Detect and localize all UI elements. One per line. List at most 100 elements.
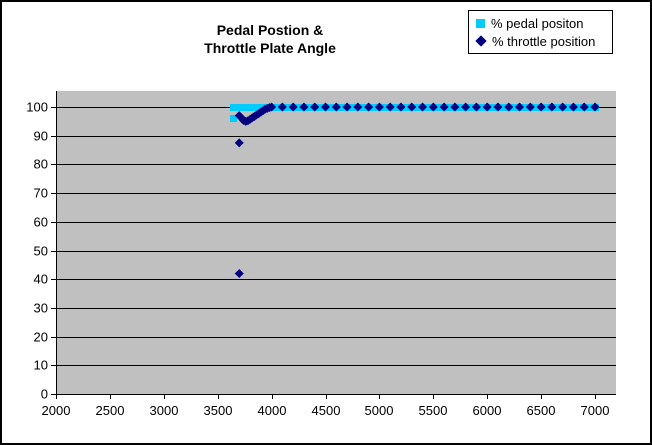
data-point-series-1 bbox=[579, 102, 589, 112]
data-point-series-0 bbox=[468, 104, 475, 111]
data-point-series-0 bbox=[554, 104, 561, 111]
data-point-series-0 bbox=[252, 104, 259, 111]
data-point-series-1 bbox=[407, 102, 417, 112]
data-point-series-1 bbox=[504, 102, 514, 112]
data-point-series-1 bbox=[525, 102, 535, 112]
data-point-series-1 bbox=[364, 102, 374, 112]
data-point-series-1 bbox=[353, 102, 363, 112]
data-point-series-0 bbox=[575, 104, 582, 111]
data-point-series-1 bbox=[461, 102, 471, 112]
data-point-series-1 bbox=[299, 102, 309, 112]
data-point-series-0 bbox=[257, 104, 264, 111]
data-point-series-0 bbox=[543, 104, 550, 111]
data-point-series-1 bbox=[374, 102, 384, 112]
legend-item-pedal[interactable]: % pedal positon bbox=[476, 14, 608, 32]
data-point-series-0 bbox=[306, 104, 313, 111]
data-point-series-1 bbox=[385, 102, 395, 112]
x-tick-label: 2000 bbox=[42, 403, 71, 418]
y-tick-label: 90 bbox=[34, 129, 48, 144]
data-point-series-1 bbox=[471, 102, 481, 112]
y-tick-label: 60 bbox=[34, 215, 48, 230]
plot-area[interactable] bbox=[56, 91, 616, 394]
chart-title: Pedal Postion & Throttle Plate Angle bbox=[54, 21, 486, 57]
data-point-series-0 bbox=[371, 104, 378, 111]
data-point-series-0 bbox=[230, 104, 237, 111]
x-tick-label: 3500 bbox=[204, 403, 233, 418]
x-tick-label: 5500 bbox=[419, 403, 448, 418]
data-point-series-1 bbox=[568, 102, 578, 112]
data-point-series-1 bbox=[234, 138, 244, 148]
y-tick-label: 70 bbox=[34, 186, 48, 201]
y-tick-label: 50 bbox=[34, 244, 48, 259]
y-tick-label: 0 bbox=[41, 387, 48, 402]
legend-item-throttle[interactable]: % throttle position bbox=[475, 32, 608, 50]
data-point-series-0 bbox=[327, 104, 334, 111]
data-point-series-1 bbox=[277, 102, 287, 112]
y-tick-label: 80 bbox=[34, 157, 48, 172]
data-point-series-0 bbox=[273, 104, 280, 111]
data-point-series-1 bbox=[267, 102, 277, 112]
data-point-series-0 bbox=[446, 104, 453, 111]
data-point-series-1 bbox=[418, 102, 428, 112]
data-point-series-0 bbox=[338, 104, 345, 111]
pedal-square-marker-icon bbox=[476, 18, 485, 28]
data-point-series-1 bbox=[342, 102, 352, 112]
data-point-series-0 bbox=[489, 104, 496, 111]
data-point-series-0 bbox=[381, 104, 388, 111]
data-point-series-0 bbox=[317, 104, 324, 111]
data-point-series-1 bbox=[428, 102, 438, 112]
data-point-series-1 bbox=[439, 102, 449, 112]
data-point-series-0 bbox=[247, 104, 254, 111]
data-point-series-0 bbox=[565, 104, 572, 111]
legend-label-pedal: % pedal positon bbox=[491, 15, 584, 31]
data-point-series-1 bbox=[321, 102, 330, 112]
data-point-series-0 bbox=[295, 104, 302, 111]
data-point-series-0 bbox=[392, 104, 399, 111]
data-point-series-1 bbox=[547, 102, 557, 112]
x-tick-label: 2500 bbox=[96, 403, 125, 418]
data-point-series-1 bbox=[515, 102, 525, 112]
data-point-series-0 bbox=[230, 115, 237, 122]
x-tick-label: 4500 bbox=[312, 403, 341, 418]
data-point-series-0 bbox=[424, 104, 431, 111]
data-point-series-0 bbox=[349, 104, 356, 111]
y-tick-label: 20 bbox=[34, 330, 48, 345]
data-point-series-0 bbox=[457, 104, 464, 111]
y-tick-label: 40 bbox=[34, 272, 48, 287]
data-point-series-1 bbox=[331, 102, 341, 112]
legend-label-throttle: % throttle position bbox=[492, 33, 596, 49]
legend-box[interactable]: % pedal positon % throttle position bbox=[468, 10, 613, 54]
data-point-series-0 bbox=[586, 104, 593, 111]
x-tick-label: 7000 bbox=[581, 403, 610, 418]
data-point-series-0 bbox=[478, 104, 485, 111]
data-point-series-1 bbox=[396, 102, 406, 112]
data-point-series-0 bbox=[500, 104, 507, 111]
chart-title-line1: Pedal Postion & bbox=[216, 22, 324, 38]
data-point-series-0 bbox=[360, 104, 367, 111]
data-point-series-0 bbox=[532, 104, 539, 111]
data-point-series-1 bbox=[590, 102, 600, 112]
data-point-series-0 bbox=[236, 104, 243, 111]
x-tick-label: 6000 bbox=[473, 403, 502, 418]
data-point-series-0 bbox=[284, 104, 291, 111]
y-tick-label: 10 bbox=[34, 358, 48, 373]
data-point-series-1 bbox=[288, 102, 298, 112]
throttle-diamond-marker-icon bbox=[475, 35, 487, 47]
data-point-series-1 bbox=[536, 102, 546, 112]
data-point-series-1 bbox=[234, 268, 244, 278]
data-point-series-0 bbox=[403, 104, 410, 111]
data-point-series-1 bbox=[450, 102, 460, 112]
x-tick-label: 5000 bbox=[365, 403, 394, 418]
x-tick-label: 3000 bbox=[150, 403, 179, 418]
data-point-series-1 bbox=[558, 102, 568, 112]
data-point-series-1 bbox=[482, 102, 492, 112]
chart-title-line2: Throttle Plate Angle bbox=[204, 40, 336, 56]
data-point-series-0 bbox=[511, 104, 518, 111]
data-point-series-1 bbox=[310, 102, 320, 112]
data-point-series-0 bbox=[241, 104, 248, 111]
data-point-series-1 bbox=[493, 102, 503, 112]
y-tick-label: 100 bbox=[26, 100, 48, 115]
y-tick-label: 30 bbox=[34, 301, 48, 316]
